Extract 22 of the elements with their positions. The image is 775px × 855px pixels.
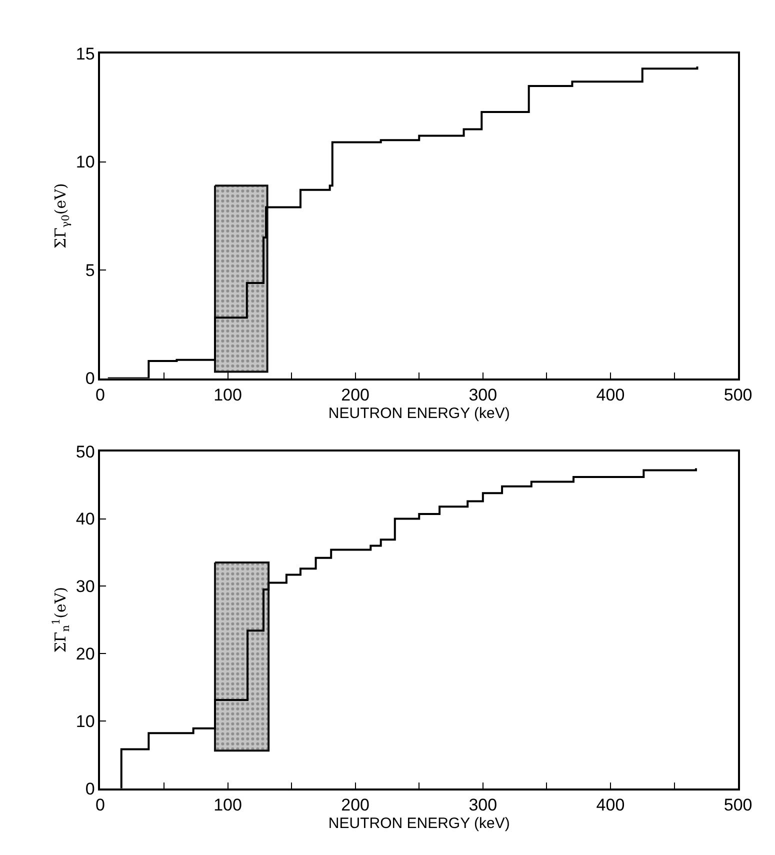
x-axis-title: NEUTRON ENERGY (keV) — [328, 405, 510, 422]
x-tick-label: 500 — [724, 796, 752, 815]
x-tick-label: 100 — [214, 796, 242, 815]
x-tick-label: 500 — [724, 386, 752, 405]
x-axis-title: NEUTRON ENERGY (keV) — [328, 815, 510, 832]
x-tick-label: 400 — [596, 386, 625, 405]
x-tick-label: 300 — [468, 386, 498, 405]
x-tick-label: 400 — [596, 796, 625, 815]
y-tick-label: 5 — [85, 260, 95, 280]
y-tick-label: 40 — [76, 510, 95, 529]
y-tick-label: 20 — [76, 644, 95, 664]
y-tick-label: 10 — [76, 712, 95, 731]
y-tick-label: 0 — [85, 779, 95, 798]
y-tick-label: 30 — [76, 577, 95, 596]
y-tick-label: 15 — [76, 44, 95, 64]
y-tick-label: 10 — [76, 152, 95, 172]
x-tick-label: 100 — [214, 386, 242, 405]
x-tick-label: 200 — [341, 386, 370, 405]
y-tick-label: 0 — [85, 369, 95, 388]
x-tick-label: 300 — [468, 796, 498, 815]
y-tick-label: 50 — [76, 442, 95, 462]
x-tick-label: 200 — [341, 796, 370, 815]
